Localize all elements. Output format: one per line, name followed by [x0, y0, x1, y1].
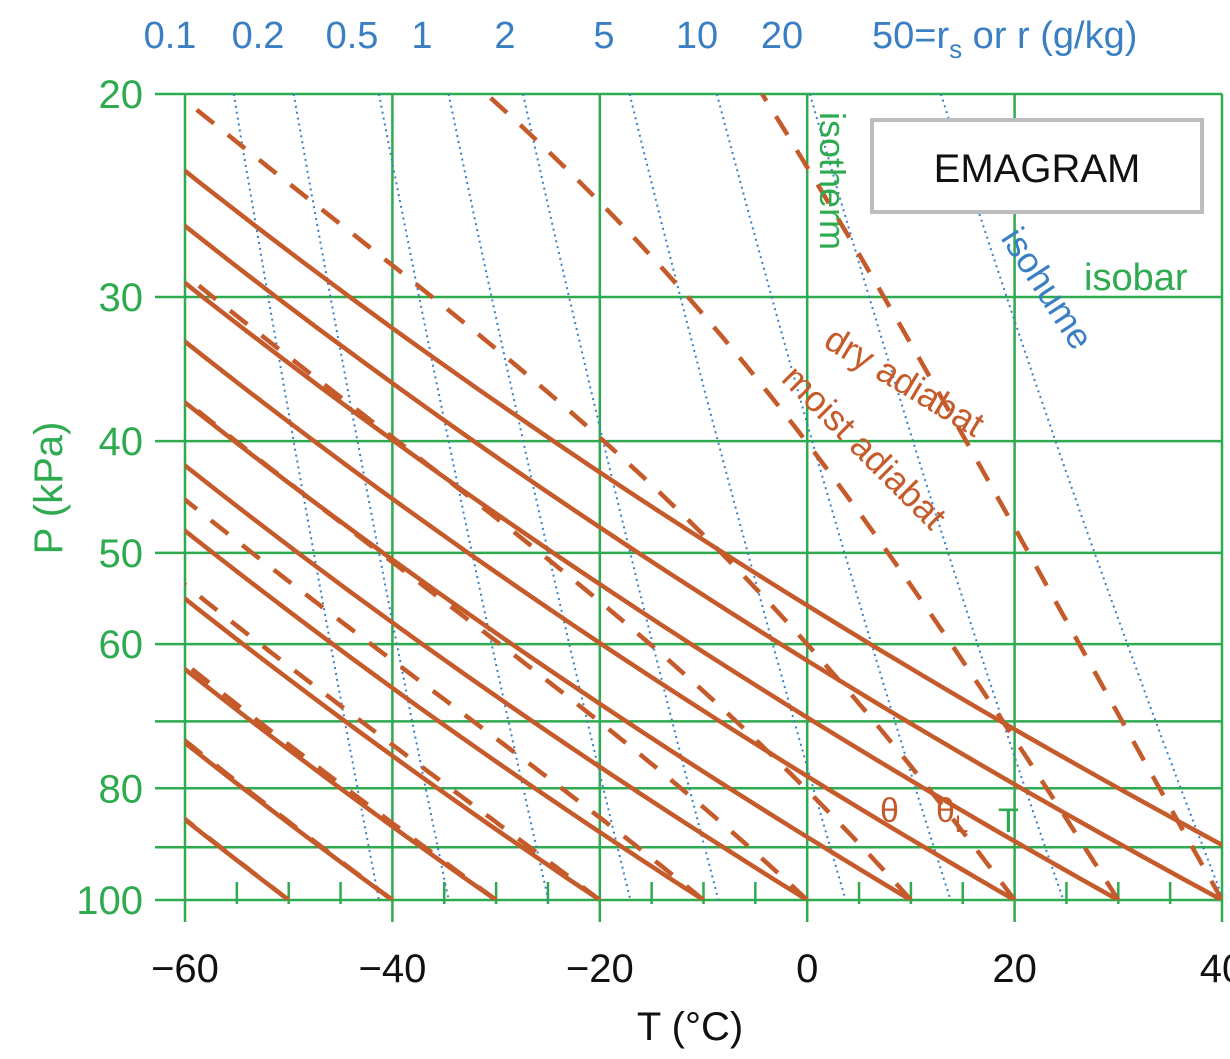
moist-adiabat-line: [185, 97, 1017, 900]
moist-adiabat-line: [185, 660, 498, 900]
dry-adiabat-line: [185, 167, 1222, 848]
y-tick-label: 60: [99, 623, 144, 667]
x-tick-label: −40: [358, 947, 426, 991]
x-tick-label: −60: [151, 947, 219, 991]
dry-adiabat-line: [185, 399, 913, 900]
y-tick-label: 40: [99, 420, 144, 464]
theta-l-legend-label: θL: [936, 792, 968, 838]
x-tick-label: 0: [796, 947, 818, 991]
moist-adiabat-line: [185, 581, 602, 900]
y-axis-label: P (kPa): [27, 422, 71, 555]
isotherm-annotation: isotherm: [812, 112, 853, 250]
x-tick-label: 20: [992, 947, 1037, 991]
moist-adiabat-line: [185, 496, 705, 900]
dry-adiabat-line: [185, 338, 1016, 900]
moist-adiabat-line: [760, 94, 1222, 900]
tick-layer: 20 30 40 50 60 80 100−60 −40 −20 0 20 40 0.1 0.2 0.5 1 2…: [76, 15, 1230, 991]
moist-adiabat-layer: [185, 94, 1222, 900]
mixing-ratio-label: 0.1: [144, 15, 197, 57]
dry-adiabat-line: [185, 462, 809, 900]
isobar-annotation: isobar: [1084, 257, 1188, 299]
mixing-ratio-label: 2: [494, 15, 515, 57]
y-tick-label: 50: [99, 532, 144, 576]
isohume-layer: [232, 94, 1222, 900]
mixing-ratio-label: 0.5: [326, 15, 379, 57]
y-tick-label: 100: [76, 879, 143, 923]
mixing-ratio-unit-label: 50=rs or r (g/kg): [872, 15, 1137, 64]
mixing-ratio-label: 10: [676, 15, 718, 57]
dry-adiabat-line: [185, 595, 602, 900]
mixing-ratio-label: 0.2: [232, 15, 285, 57]
isohume-line: [939, 94, 1222, 899]
y-tick-label: 80: [99, 767, 144, 811]
dry-adiabat-line: [185, 279, 1120, 900]
x-axis-label: T (°C): [637, 1005, 743, 1049]
isohume-line: [808, 94, 1065, 900]
theta-legend-label: θ: [880, 792, 899, 830]
y-tick-label: 20: [99, 73, 144, 117]
mixing-ratio-label: 20: [761, 15, 803, 57]
moist-adiabat-line: [484, 94, 1121, 900]
x-tick-label: −20: [566, 947, 634, 991]
dry-adiabat-line: [185, 527, 705, 900]
temperature-legend-label: T: [998, 802, 1019, 840]
dry-adiabat-line: [185, 739, 394, 900]
dry-adiabat-line: [185, 816, 291, 900]
mixing-ratio-label: 5: [593, 15, 614, 57]
chart-title: EMAGRAM: [934, 147, 1141, 191]
isohume-line: [292, 94, 450, 900]
dry-adiabat-layer: [185, 167, 1222, 900]
dry-adiabat-line: [185, 223, 1222, 900]
x-tick-label: 40: [1200, 947, 1230, 991]
moist-adiabat-line: [185, 271, 913, 900]
mixing-ratio-label: 1: [411, 15, 432, 57]
y-tick-label: 30: [99, 276, 144, 320]
isohume-line: [377, 94, 550, 900]
dry-adiabat-line: [185, 666, 498, 900]
title-box: [870, 118, 1204, 214]
